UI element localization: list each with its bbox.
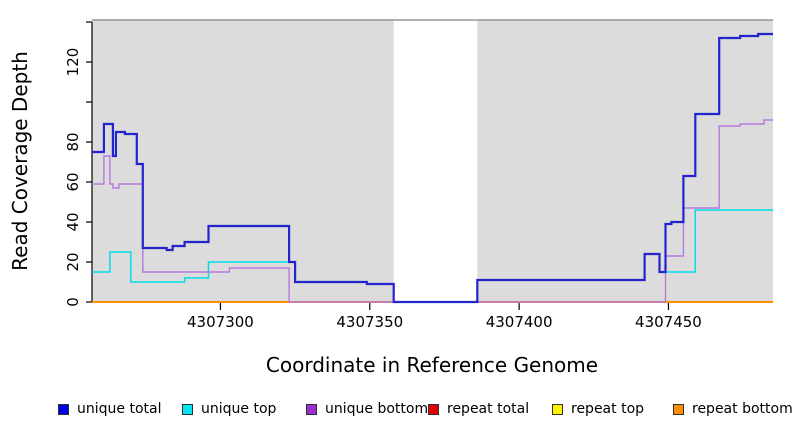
legend-item-unique-top: unique top xyxy=(182,401,276,417)
legend-swatch-repeat-total xyxy=(428,403,439,415)
legend-swatch-unique-total xyxy=(58,403,69,415)
plot-layers: 0 20 40 60 80 120 4307300 4307350 4307400 4307450 xyxy=(64,19,773,331)
x-tick-label: 4307350 xyxy=(336,313,403,331)
legend-label-unique-bottom: unique bottom xyxy=(325,401,429,417)
y-tick-label: 0 xyxy=(64,297,82,307)
y-axis-title: Read Coverage Depth xyxy=(8,51,32,271)
legend-item-repeat-bottom: repeat bottom xyxy=(673,401,792,417)
x-axis-title: Coordinate in Reference Genome xyxy=(266,353,598,377)
legend-item-repeat-top: repeat top xyxy=(552,401,644,417)
y-tick-label: 80 xyxy=(64,132,82,151)
series-unique-total xyxy=(92,32,773,304)
legend-swatch-repeat-bottom xyxy=(673,403,684,415)
legend-swatch-unique-bottom xyxy=(306,403,317,415)
legend-item-unique-bottom: unique bottom xyxy=(306,401,428,417)
y-tick-label: 20 xyxy=(64,252,82,271)
legend-item-unique-total: unique total xyxy=(58,401,161,417)
x-tick-label: 4307300 xyxy=(187,313,254,331)
legend-label-repeat-bottom: repeat bottom xyxy=(692,401,792,417)
series-unique-bottom xyxy=(92,119,773,303)
legend-label-unique-top: unique top xyxy=(201,401,277,417)
no-data-gap-region xyxy=(393,20,478,302)
legend-item-repeat-total: repeat total xyxy=(428,401,529,417)
legend-swatch-repeat-top xyxy=(552,403,563,415)
legend-label-unique-total: unique total xyxy=(77,401,162,417)
legend-swatch-unique-top xyxy=(182,403,193,415)
legend-label-repeat-top: repeat top xyxy=(571,401,645,417)
legend-label-repeat-total: repeat total xyxy=(447,401,530,417)
y-tick-label: 60 xyxy=(64,172,82,191)
x-tick-label: 4307400 xyxy=(486,313,553,331)
y-tick-label: 120 xyxy=(64,48,82,77)
x-tick-label: 4307450 xyxy=(635,313,702,331)
y-tick-label: 40 xyxy=(64,212,82,231)
